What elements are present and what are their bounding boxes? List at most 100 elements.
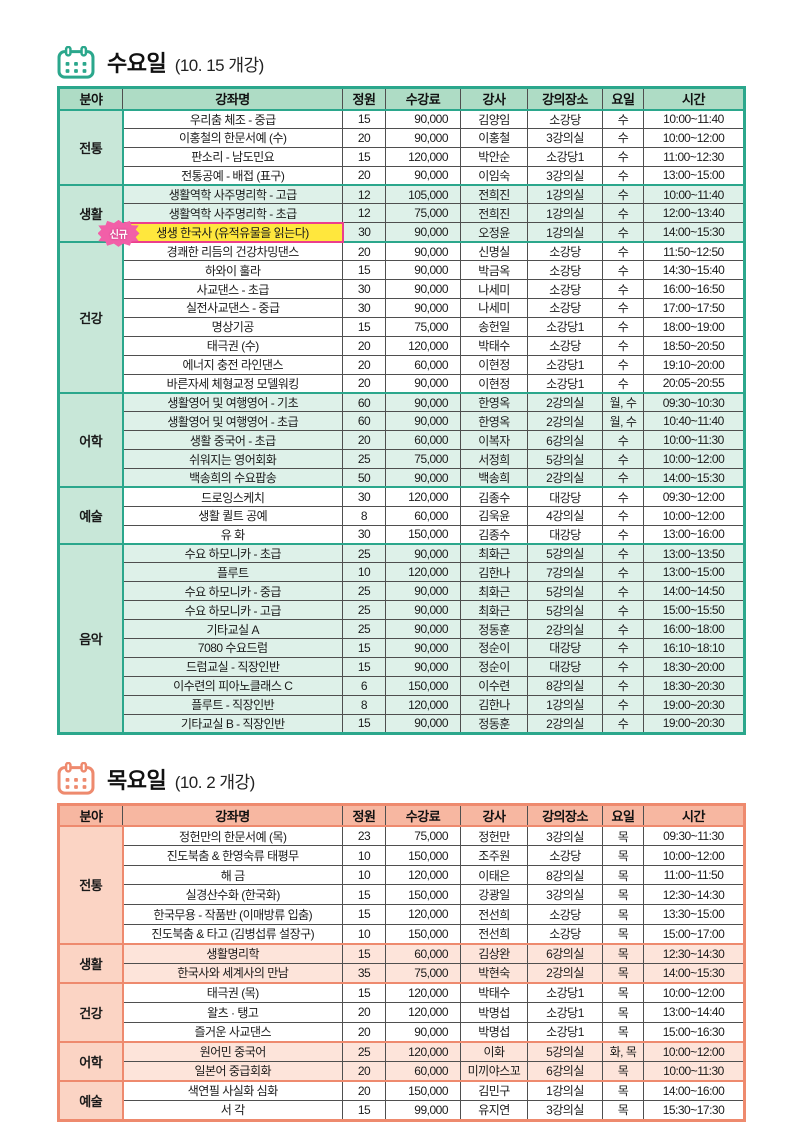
course-name: 이홍철의 한문서예 (수)	[178, 131, 287, 146]
day-cell: 수	[602, 638, 644, 658]
instructor-cell: 이현정	[460, 354, 528, 375]
capacity-cell: 15	[342, 638, 386, 658]
course-name-cell: 드로잉스케치	[122, 486, 343, 507]
fee-cell: 60,000	[385, 1060, 461, 1081]
fee-cell: 105,000	[385, 184, 461, 204]
instructor-cell: 나세미	[460, 279, 528, 299]
capacity-cell: 12	[342, 184, 386, 204]
course-name-cell: 일본어 중급회화	[122, 1060, 343, 1081]
course-name-cell: 생활영어 및 여행영어 - 초급	[122, 411, 343, 431]
course-name: 사교댄스 - 초급	[196, 282, 270, 297]
course-name: 즐거운 사교댄스	[194, 1025, 272, 1040]
day-cell: 화, 목	[602, 1040, 644, 1062]
fee-cell: 75,000	[385, 316, 461, 337]
course-name: 일본어 중급회화	[194, 1064, 272, 1079]
table-row: 태극권 (수) 20 120,000 박태수 소강당 수 18:50~20:50	[59, 335, 745, 356]
day-cell: 수	[602, 203, 644, 223]
fee-cell: 90,000	[385, 279, 461, 299]
course-name: 생활영어 및 여행영어 - 초급	[167, 414, 299, 429]
table-row: 플루트 10 120,000 김한나 7강의실 수 13:00~15:00	[59, 562, 745, 582]
category-cell: 어학	[58, 391, 124, 488]
capacity-cell: 10	[342, 845, 386, 866]
room-cell: 소강당	[527, 335, 603, 356]
room-cell: 대강당	[527, 486, 603, 507]
course-name-cell: 수요 하모니카 - 중급	[122, 581, 343, 601]
column-header: 수강료	[385, 87, 461, 111]
course-name: 플루트 - 직장인반	[191, 698, 275, 713]
capacity-cell: 8	[342, 505, 386, 526]
instructor-cell: 박금옥	[460, 260, 528, 280]
instructor-cell: 김양임	[460, 108, 528, 129]
course-name: 기타교실 A	[206, 622, 260, 637]
table-row: 기타교실 A 25 90,000 정동훈 2강의실 수 16:00~18:00	[59, 619, 745, 639]
room-cell: 3강의실	[527, 884, 603, 905]
instructor-cell: 최화근	[460, 543, 528, 563]
course-name: 드럼교실 - 직장인반	[186, 660, 280, 675]
day-cell: 수	[602, 279, 644, 299]
fee-cell: 75,000	[385, 449, 461, 469]
day-cell: 수	[602, 486, 644, 507]
course-name-cell: 생활 중국어 - 초급	[122, 430, 343, 450]
course-name: 바른자세 체형교정 모델워킹	[166, 376, 300, 391]
instructor-cell: 김종수	[460, 524, 528, 545]
day-cell: 수	[602, 260, 644, 280]
capacity-cell: 30	[342, 486, 386, 507]
instructor-cell: 김종수	[460, 486, 528, 507]
table-row: 건강 태극권 (목) 15 120,000 박태수 소강당1 목 10:00~12:00	[58, 981, 745, 1042]
time-cell: 13:00~16:00	[643, 524, 745, 545]
room-cell: 3강의실	[527, 165, 603, 186]
capacity-cell: 23	[342, 825, 386, 846]
room-cell: 2강의실	[527, 391, 603, 412]
capacity-cell: 25	[342, 543, 386, 563]
column-header: 분야	[58, 87, 123, 111]
fee-cell: 150,000	[385, 524, 461, 545]
course-name: 경쾌한 리듬의 건강차밍댄스	[166, 245, 300, 260]
instructor-cell: 한영옥	[460, 411, 528, 431]
fee-cell: 60,000	[385, 430, 461, 450]
instructor-cell: 최화근	[460, 600, 528, 620]
capacity-cell: 25	[342, 600, 386, 620]
time-cell: 10:00~12:00	[643, 449, 745, 469]
course-name: 플루트	[216, 565, 249, 580]
time-cell: 10:00~12:00	[643, 1040, 745, 1062]
fee-cell: 90,000	[385, 373, 461, 393]
table-row: 7080 수요드럼 15 90,000 정순이 대강당 수 16:10~18:10	[59, 638, 745, 658]
time-cell: 10:00~12:00	[643, 505, 745, 526]
capacity-cell: 25	[342, 581, 386, 601]
column-header: 분야	[58, 804, 123, 828]
instructor-cell: 정동훈	[460, 619, 528, 639]
time-cell: 10:00~12:00	[643, 127, 745, 148]
capacity-cell: 10	[342, 562, 386, 582]
column-header: 정원	[342, 87, 386, 111]
fee-cell: 75,000	[385, 203, 461, 223]
course-name-cell: 쉬워지는 영어회화	[122, 449, 343, 469]
course-name-cell: 기타교실 B - 직장인반	[122, 713, 343, 734]
course-name-cell: 수요 하모니카 - 고급	[122, 600, 343, 620]
table-row: 즐거운 사교댄스 20 90,000 박명섭 소강당1 목 15:00~16:30	[59, 1021, 745, 1042]
time-cell: 15:00~15:50	[643, 600, 745, 620]
course-name-cell: 한국무용 - 작품반 (이매방류 입춤)	[122, 903, 343, 925]
time-cell: 12:30~14:30	[643, 884, 745, 905]
day-cell: 수	[602, 543, 644, 563]
table-row: 생활역학 사주명리학 - 초급 12 75,000 전희진 1강의실 수 12:00~13:…	[59, 203, 745, 223]
category-cell: 음악	[58, 543, 124, 734]
course-name: 하와이 훌라	[204, 263, 261, 278]
room-cell: 8강의실	[527, 675, 603, 696]
table-row: 플루트 - 직장인반 8 120,000 김한나 1강의실 수 19:00~20:30	[59, 694, 745, 715]
room-cell: 소강당	[527, 298, 603, 318]
room-cell: 2강의실	[527, 962, 603, 983]
course-name: 생활역학 사주명리학 - 초급	[168, 206, 297, 221]
room-cell: 2강의실	[527, 619, 603, 639]
room-cell: 1강의실	[527, 1079, 603, 1101]
day-cell: 수	[602, 184, 644, 204]
time-cell: 18:30~20:00	[643, 656, 745, 677]
table-row: 한국무용 - 작품반 (이매방류 입춤) 15 120,000 전선희 소강당 목 13:3…	[59, 903, 745, 925]
schedule-table-thursday: 분야 강좌명 정원 수강료 강사 강의장소 요일 시간 전통 정헌만의 한문서예 (목) 23 75,…	[57, 802, 746, 1122]
course-name: 전통공예 - 배접 (표구)	[181, 168, 285, 183]
fee-cell: 90,000	[385, 298, 461, 318]
day-cell: 목	[602, 923, 644, 944]
day-cell: 수	[602, 449, 644, 469]
time-cell: 10:40~11:40	[643, 411, 745, 431]
header-row: 분야 강좌명 정원 수강료 강사 강의장소 요일 시간	[58, 87, 745, 111]
instructor-cell: 전선희	[460, 923, 528, 944]
